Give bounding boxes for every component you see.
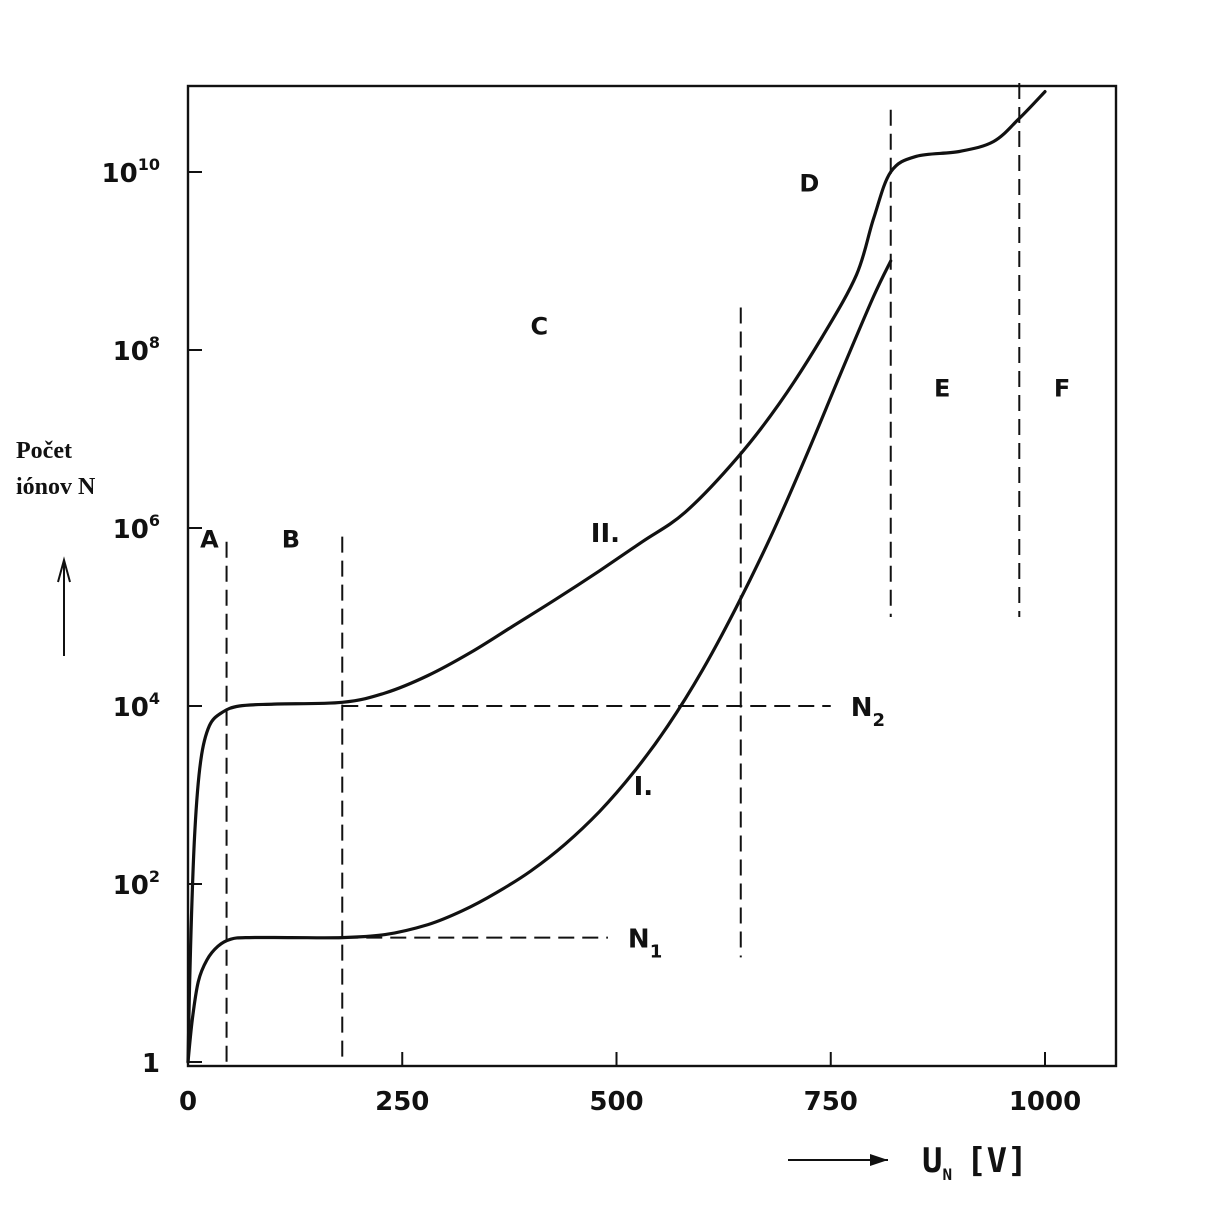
region-label: C (531, 312, 549, 340)
y-tick-label: 102 (113, 867, 160, 901)
series-label: II. (591, 519, 620, 549)
y-tick-label: 1010 (102, 155, 160, 189)
reference-line-label: N2 (851, 693, 885, 731)
y-axis-arrowhead (57, 556, 71, 583)
region-label: F (1054, 375, 1070, 403)
region-label: E (934, 375, 950, 403)
series-curve-i (186, 259, 893, 1064)
y-tick-label: 104 (113, 689, 160, 723)
x-tick-label: 500 (589, 1087, 643, 1117)
x-tick-label: 750 (804, 1087, 858, 1117)
y-axis-label: iónov N (16, 474, 96, 500)
y-tick-label: 106 (113, 511, 160, 545)
x-axis-arrowhead (870, 1154, 888, 1166)
y-axis-label: Počet (16, 438, 72, 464)
series-label: I. (634, 772, 654, 802)
y-tick-label: 1 (142, 1049, 160, 1079)
x-tick-label: 1000 (1009, 1087, 1081, 1117)
y-tick-label: 108 (113, 333, 160, 367)
region-label: B (282, 526, 300, 554)
region-label: A (200, 526, 219, 554)
plot-frame (186, 84, 1118, 1068)
reference-line-label: N1 (628, 925, 662, 963)
x-tick-label: 0 (179, 1087, 197, 1117)
x-tick-label: 250 (375, 1087, 429, 1117)
region-label: D (799, 170, 819, 198)
x-axis-label: UN [V] (922, 1141, 1028, 1184)
series-curve-ii (186, 90, 1047, 1064)
